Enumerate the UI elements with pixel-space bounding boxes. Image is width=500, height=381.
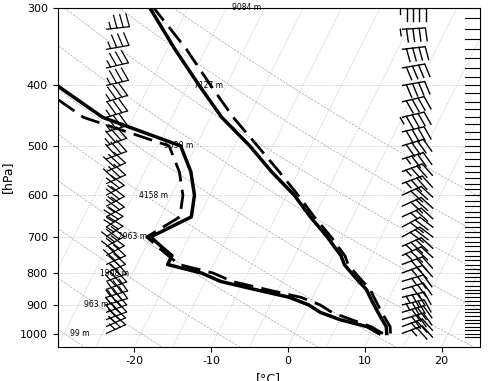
Text: 9084 m: 9084 m	[232, 3, 262, 12]
Text: 7127 m: 7127 m	[194, 81, 222, 90]
Y-axis label: [hPa]: [hPa]	[1, 161, 14, 194]
Text: 1908 m: 1908 m	[100, 269, 129, 278]
Text: 963 m: 963 m	[84, 301, 108, 309]
Text: 99 m: 99 m	[70, 329, 89, 338]
Text: 2963 m: 2963 m	[118, 232, 148, 242]
Text: 4158 m: 4158 m	[139, 191, 168, 200]
Text: 5530 m: 5530 m	[164, 141, 193, 150]
X-axis label: [°C]: [°C]	[256, 372, 281, 381]
